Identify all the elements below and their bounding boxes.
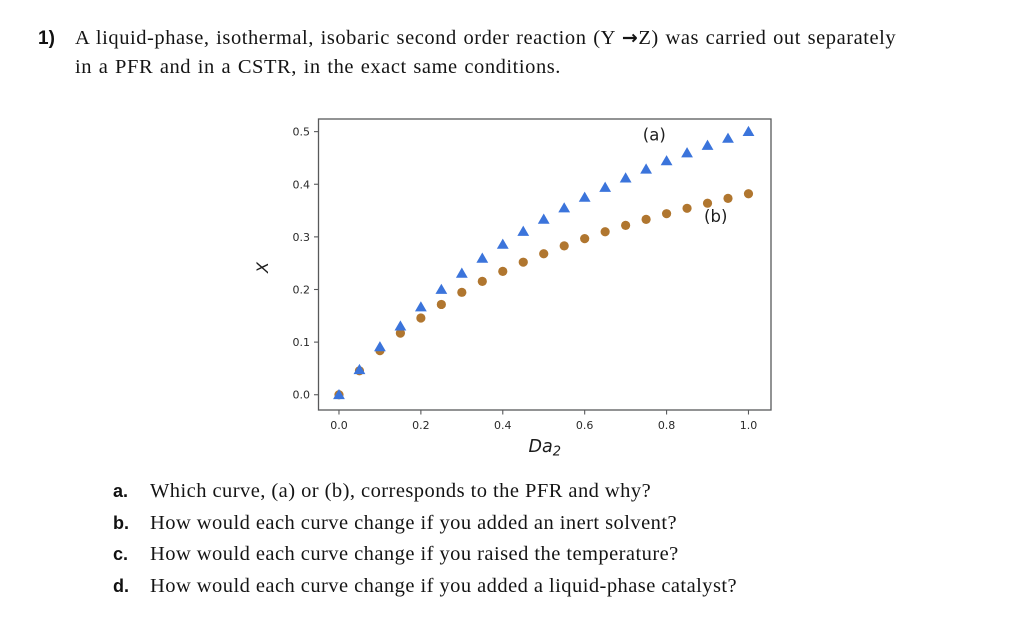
data-point-a (476, 252, 489, 263)
data-point-b (518, 257, 528, 267)
data-point-a (455, 267, 468, 278)
question-text: How would each curve change if you added… (150, 511, 678, 534)
data-point-a (374, 341, 386, 352)
data-point-a (599, 181, 612, 192)
question-item-d: d. How would each curve change if you ad… (113, 571, 993, 603)
curve-annotation: (a) (643, 126, 666, 145)
data-point-b (702, 198, 713, 208)
data-point-b (580, 234, 590, 244)
data-point-b (661, 209, 672, 219)
data-point-a (558, 202, 571, 213)
y-tick-label: 0.1 (293, 336, 311, 349)
question-item-c: c. How would each curve change if you ra… (113, 539, 993, 571)
data-point-a (722, 132, 734, 143)
data-point-b (641, 214, 651, 224)
data-point-a (578, 191, 591, 202)
data-point-a (496, 238, 509, 249)
data-point-a (537, 213, 550, 224)
x-tick-label: 0.8 (658, 419, 676, 432)
x-tick-label: 0.0 (330, 419, 348, 432)
data-point-b (682, 203, 692, 213)
question-text: How would each curve change if you raise… (150, 543, 679, 565)
chart-canvas: 0.0 0.2 0.4 0.6 0.8 1.0 0.0 0.1 0.2 0.3 0.4 0.5 (a) (… (253, 118, 772, 460)
data-point-a (660, 155, 673, 166)
conversion-vs-damkohler-chart: 0.0 0.2 0.4 0.6 0.8 1.0 0.0 0.1 0.2 0.3 0.4 0.5 (a) (… (250, 108, 795, 468)
y-tick-label: 0.3 (293, 231, 311, 244)
data-point-b (621, 220, 631, 230)
data-point-a (435, 283, 448, 294)
question-text: Which curve, (a) or (b), corresponds to … (150, 480, 652, 502)
question-marker: d. (113, 575, 129, 596)
question-list: a. Which curve, (a) or (b), corresponds … (113, 476, 993, 602)
y-axis-label: X (253, 261, 272, 274)
y-tick-label: 0.0 (293, 389, 311, 402)
x-tick-label: 1.0 (740, 419, 758, 432)
data-point-a (333, 388, 345, 400)
data-point-a (619, 172, 632, 183)
x-tick-label: 0.2 (412, 419, 430, 432)
data-point-b (539, 249, 549, 259)
problem-statement-block: 1) A liquid-phase, isothermal, isobaric … (38, 24, 1020, 82)
y-tick-label: 0.4 (293, 178, 311, 191)
curve-annotation: (b) (704, 207, 727, 226)
plot-border (317, 118, 772, 411)
data-point-a (394, 320, 407, 331)
data-point-b (416, 313, 426, 323)
data-point-b (477, 276, 487, 286)
data-point-b (559, 241, 569, 251)
statement-text: Z) was carried out separately (638, 27, 897, 49)
question-item-a: a. Which curve, (a) or (b), corresponds … (113, 476, 993, 508)
x-tick-label: 0.4 (494, 419, 512, 432)
problem-statement: A liquid-phase, isothermal, isobaric sec… (75, 24, 1020, 82)
question-marker: b. (113, 512, 129, 533)
data-point-a (701, 139, 714, 150)
statement-text: A liquid-phase, isothermal, isobaric sec… (75, 27, 622, 49)
data-point-b (723, 193, 733, 203)
data-point-b (600, 227, 610, 237)
y-tick-label: 0.5 (293, 126, 311, 139)
data-point-a (640, 163, 653, 174)
data-point-b (395, 328, 406, 338)
statement-line-2: in a PFR and in a CSTR, in the exact sam… (75, 56, 561, 78)
reaction-arrow-icon: → (621, 27, 639, 49)
statement-line-1: A liquid-phase, isothermal, isobaric sec… (75, 24, 1020, 53)
problem-number: 1) (38, 28, 55, 49)
y-tick-label: 0.2 (293, 283, 311, 296)
question-marker: a. (113, 481, 129, 501)
data-point-a (414, 301, 427, 312)
data-point-a (517, 225, 530, 236)
data-point-a (353, 363, 366, 375)
data-point-b (436, 299, 446, 310)
data-point-a (742, 125, 755, 137)
question-item-b: b. How would each curve change if you ad… (113, 508, 993, 540)
x-axis-label: Da2 (529, 437, 561, 460)
data-point-a (681, 147, 693, 158)
data-point-b (498, 266, 508, 276)
question-text: How would each curve change if you added… (150, 574, 738, 597)
x-tick-label: 0.6 (576, 419, 594, 432)
question-marker: c. (113, 544, 129, 564)
data-point-b (457, 287, 467, 297)
data-point-b (743, 189, 754, 199)
